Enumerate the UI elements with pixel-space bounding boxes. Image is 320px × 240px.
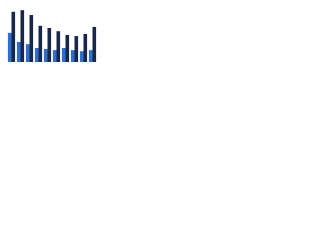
- bar: [20, 10, 25, 62]
- bar: [92, 26, 97, 62]
- bar: [74, 36, 79, 62]
- bar: [38, 25, 43, 62]
- bar: [52, 50, 57, 62]
- bar: [29, 15, 34, 62]
- bar: [34, 47, 39, 62]
- bar: [7, 32, 12, 62]
- bar: [83, 33, 88, 62]
- bar: [25, 44, 30, 62]
- bar: [65, 35, 70, 62]
- bar: [88, 50, 93, 62]
- page: {"chart_data": {"type": "bar", "categori…: [0, 0, 100, 71]
- bar: [11, 11, 16, 63]
- bar: [61, 47, 66, 62]
- bar: [70, 50, 75, 62]
- bar: [47, 27, 52, 62]
- chart: [7, 10, 97, 63]
- bar: [43, 49, 48, 62]
- bar: [16, 42, 21, 62]
- bar: [56, 31, 61, 62]
- bar: [79, 51, 84, 62]
